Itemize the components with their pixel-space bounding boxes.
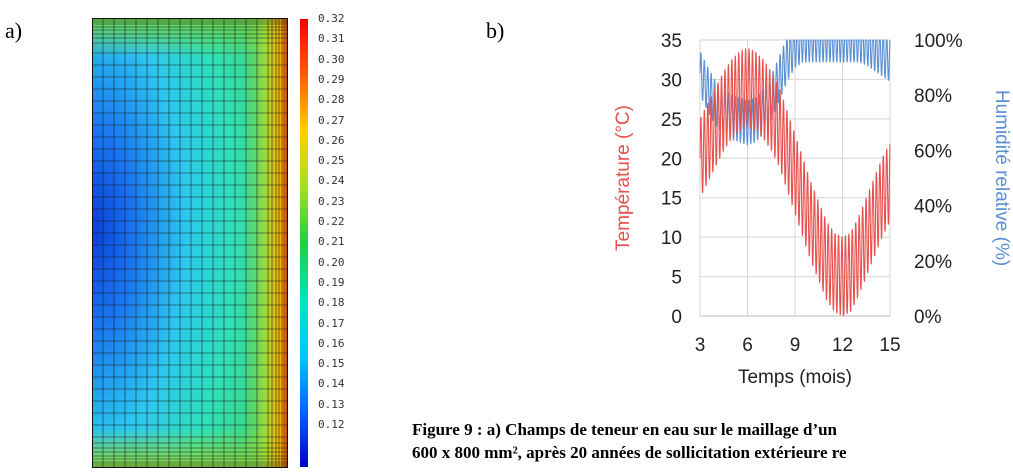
y-left-tick-label: 5: [671, 268, 682, 289]
x-axis-label: Temps (mois): [738, 367, 852, 388]
colorbar-tick-label: 0.29: [318, 72, 345, 86]
panel-b-label: b): [486, 18, 505, 43]
colorbar-tick-label: 0.32: [318, 12, 345, 25]
colorbar-tick-label: 0.21: [318, 235, 345, 249]
colorbar-tick-label: 0.27: [318, 113, 345, 127]
panel-a-label: a): [5, 18, 23, 43]
colorbar-tick-label: 0.24: [318, 174, 345, 188]
y-left-tick-label: 30: [661, 70, 682, 91]
colorbar-tick-label: 0.22: [318, 215, 345, 228]
colorbar-gradient: [300, 19, 308, 467]
humidity-series: [699, 39, 891, 146]
y-right-tick-label: 100%: [914, 31, 963, 52]
colorbar-tick-label: 0.19: [318, 275, 345, 289]
mesh-border: [92, 18, 288, 468]
field-right-edge: [242, 18, 288, 468]
colorbar-tick-label: 0.28: [318, 93, 345, 107]
colorbar-tick-label: 0.23: [318, 194, 345, 208]
colorbar-tick-label: 0.18: [318, 296, 345, 310]
y-axis-right-label: Humidité relative (%): [991, 90, 1012, 266]
colorbar-tick-label: 0.20: [318, 255, 345, 269]
y-right-tick-label: 0%: [914, 307, 942, 328]
colorbar-tick-label: 0.12: [318, 418, 345, 431]
colorbar-tick-labels: 0.32 0.31 0.30 0.29 0.28 0.27 0.26 0.25 0.24 0.23…: [318, 12, 398, 452]
series-line: [699, 48, 891, 316]
figure-caption: Figure 9 : a) Champs de teneur en eau su…: [412, 418, 1013, 464]
mesh-plot: [91, 17, 289, 469]
temperature-series: [699, 48, 891, 316]
x-tick-label: 6: [742, 335, 753, 356]
colorbar: [300, 19, 308, 467]
colorbar-tick-label: 0.30: [318, 52, 345, 66]
colorbar-tick-label: 0.31: [318, 32, 345, 46]
colorbar-tick-label: 0.13: [318, 397, 345, 411]
y-left-tick-label: 25: [661, 110, 682, 131]
colorbar-tick-label: 0.26: [318, 133, 345, 147]
chart-ticks: 0 5 10 15 20 25 30 35 0% 20% 40% 60% 80% 100% 3 6 9 12 15: [661, 31, 963, 356]
colorbar-tick-label: 0.15: [318, 357, 345, 371]
y-right-tick-label: 20%: [914, 252, 952, 273]
y-right-tick-label: 60%: [914, 141, 952, 162]
water-content-field: [91, 17, 289, 469]
colorbar-tick-label: 0.14: [318, 377, 345, 391]
colorbar-tick-label: 0.25: [318, 154, 345, 168]
mesh-grid: [91, 17, 289, 469]
y-left-tick-label: 15: [661, 189, 682, 210]
series-line: [699, 39, 891, 146]
colorbar-tick-label: 0.17: [318, 316, 345, 330]
caption-line-1: Figure 9 : a) Champs de teneur en eau su…: [412, 420, 838, 439]
y-left-tick-label: 10: [661, 228, 682, 249]
x-tick-label: 15: [879, 335, 900, 356]
y-left-tick-label: 20: [661, 149, 682, 170]
colorbar-tick-label: 0.16: [318, 336, 345, 350]
y-right-tick-label: 40%: [914, 197, 952, 218]
x-tick-label: 12: [832, 335, 853, 356]
y-axis-left-label: Température (°C): [615, 105, 634, 251]
x-tick-label: 3: [695, 335, 706, 356]
x-tick-label: 9: [790, 335, 801, 356]
y-right-tick-label: 80%: [914, 86, 952, 107]
y-left-tick-label: 35: [661, 31, 682, 52]
caption-line-2: 600 x 800 mm², après 20 années de sollic…: [412, 443, 847, 462]
y-left-tick-label: 0: [671, 307, 682, 328]
